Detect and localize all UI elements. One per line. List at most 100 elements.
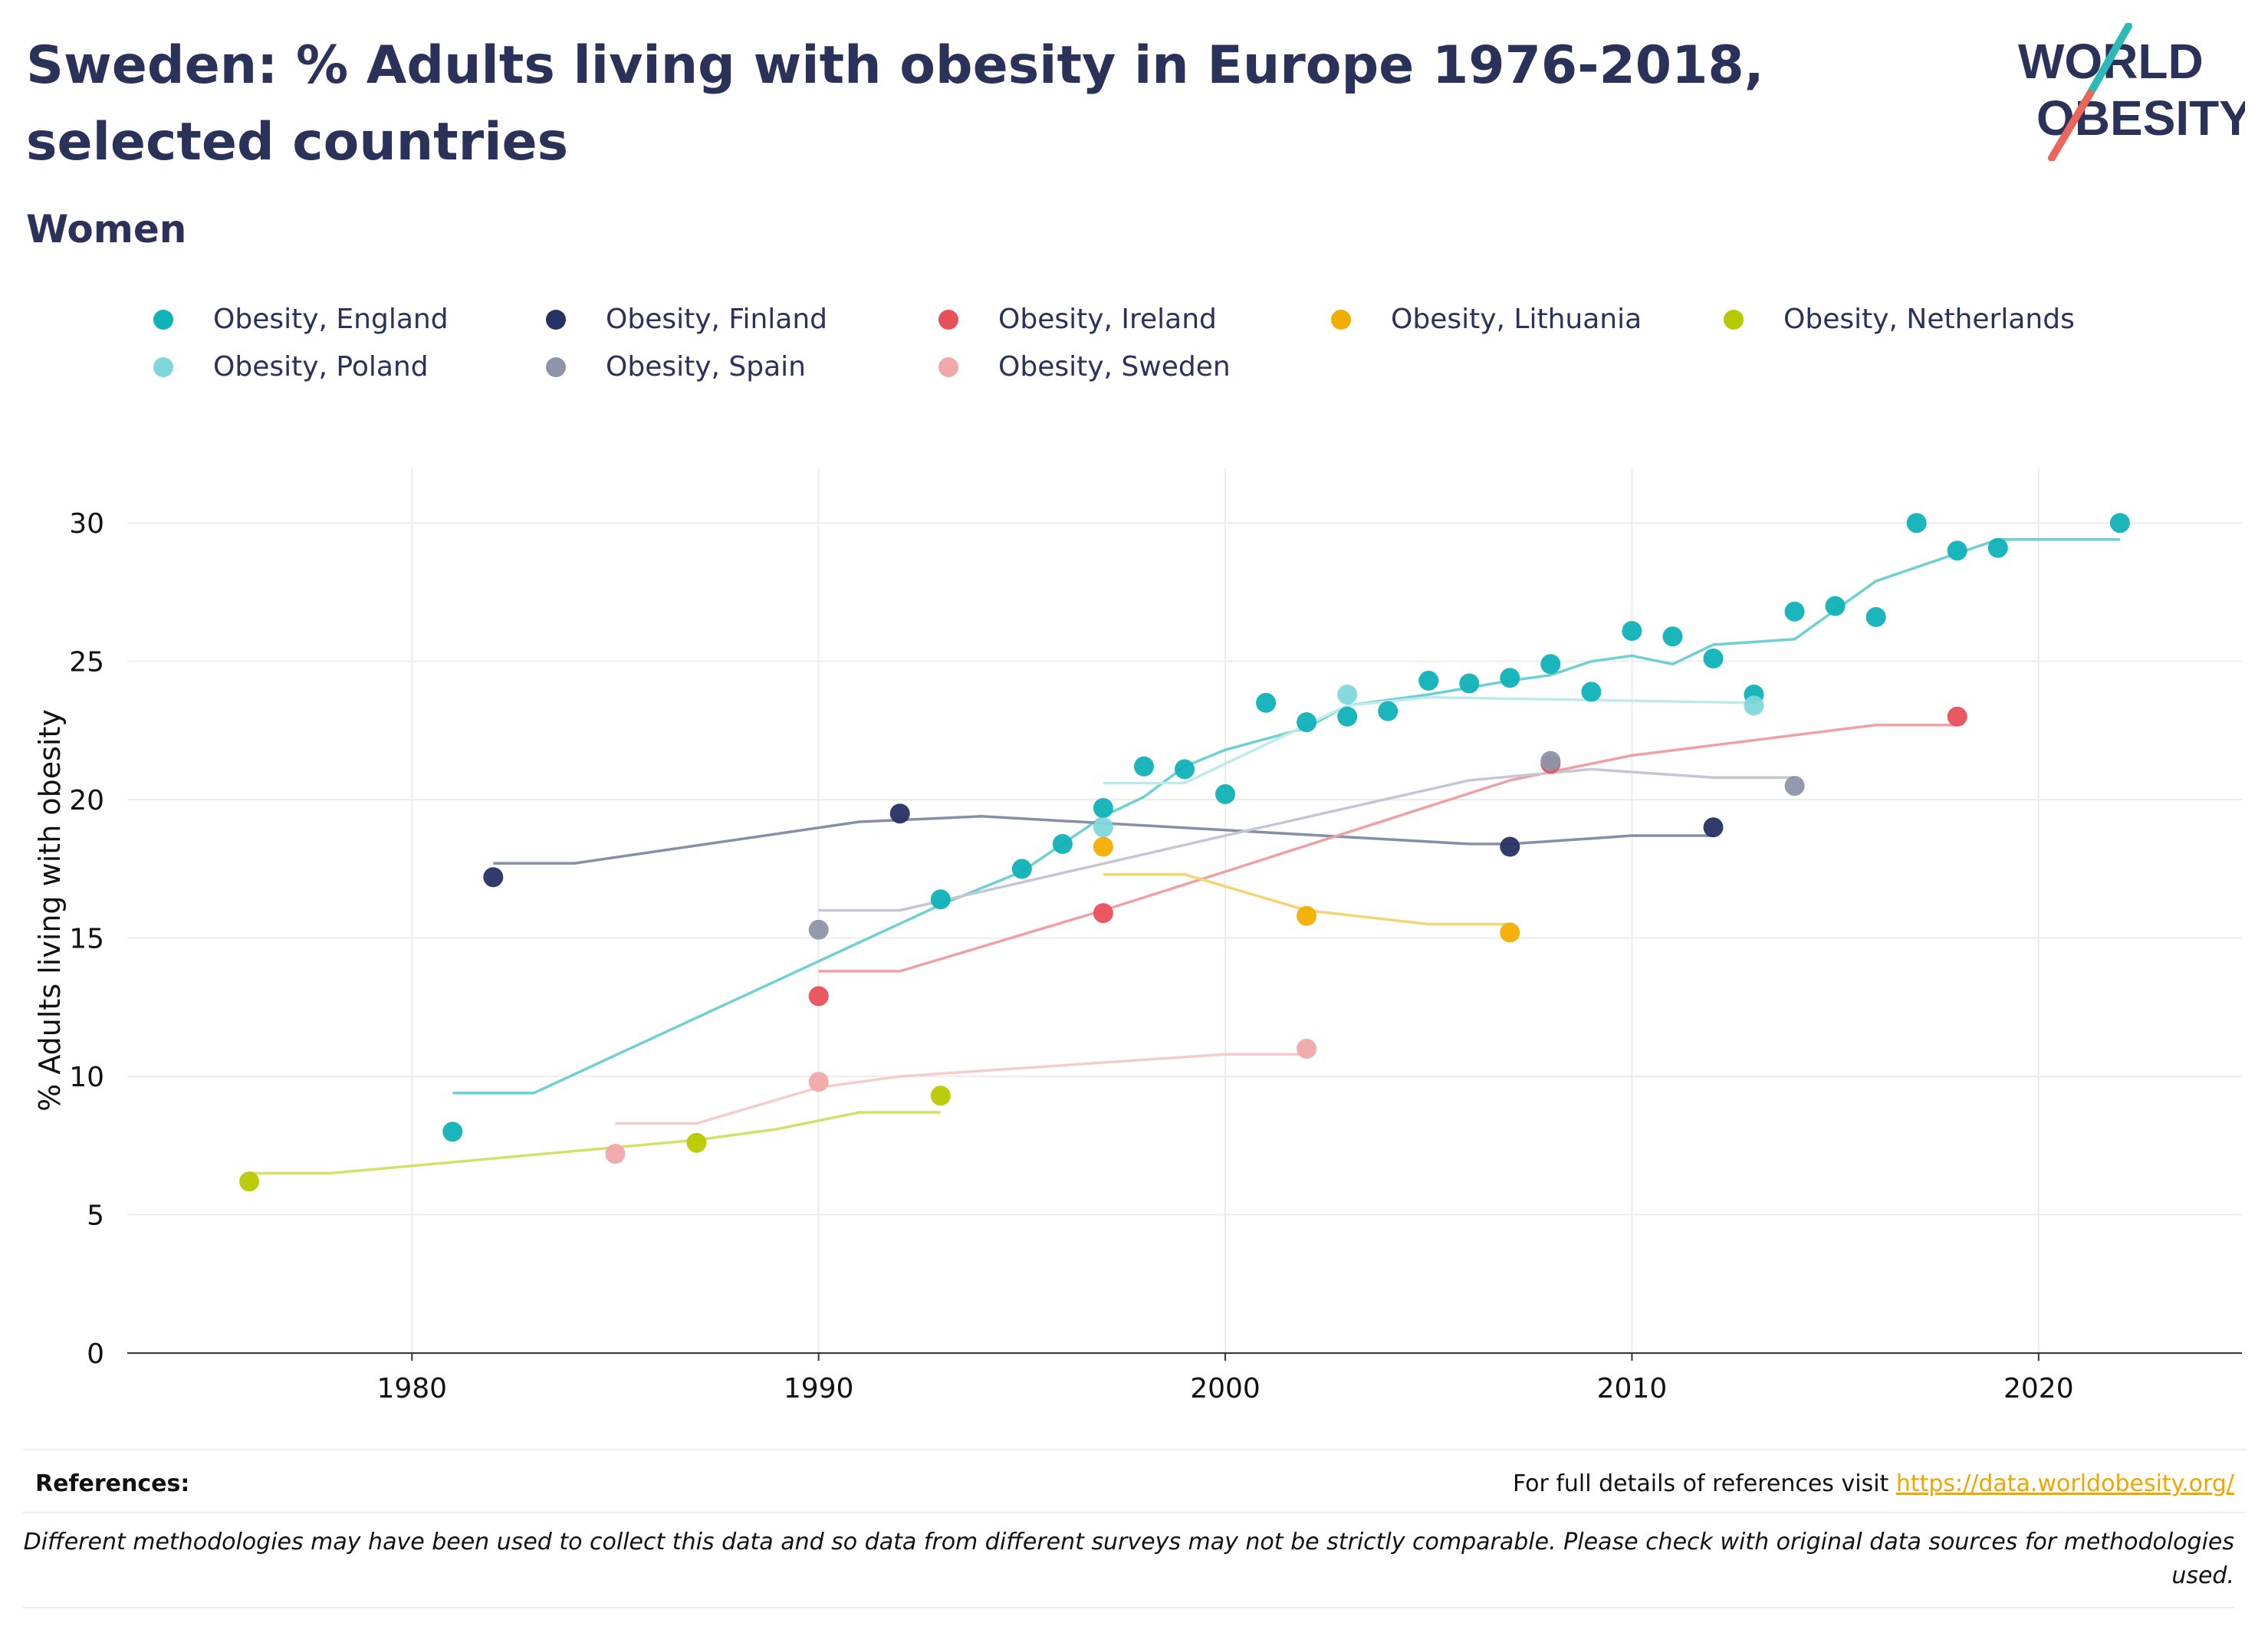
data-point-obesity-lithuania bbox=[1500, 922, 1520, 943]
legend-dot bbox=[546, 356, 566, 377]
data-point-obesity-england bbox=[442, 1122, 463, 1142]
data-point-obesity-netherlands bbox=[686, 1132, 707, 1153]
legend-label: Obesity, Lithuania bbox=[1391, 304, 1642, 335]
references-prefix: For full details of references visit bbox=[1512, 1470, 1896, 1497]
data-point-obesity-england bbox=[1418, 670, 1439, 691]
legend-dot bbox=[938, 356, 958, 377]
y-axis-label: % Adults living with obesity bbox=[33, 709, 67, 1112]
trend-line-obesity-poland bbox=[1103, 695, 1754, 785]
legend-item-obesity-netherlands[interactable]: Obesity, Netherlands bbox=[1724, 304, 2075, 335]
data-point-obesity-lithuania bbox=[1093, 836, 1113, 857]
legend-label: Obesity, England bbox=[213, 304, 449, 335]
data-point-obesity-england bbox=[1947, 540, 1967, 561]
data-point-obesity-england bbox=[1906, 513, 1927, 534]
logo-slash-bottom bbox=[2048, 90, 2094, 161]
data-point-obesity-spain bbox=[1540, 751, 1561, 771]
data-point-obesity-ireland bbox=[1947, 706, 1967, 727]
data-point-obesity-ireland bbox=[1093, 903, 1113, 924]
y-tick-label: 25 bbox=[69, 647, 104, 678]
data-point-obesity-england bbox=[1134, 756, 1154, 777]
data-point-obesity-england bbox=[1865, 606, 1886, 627]
data-point-obesity-england bbox=[1987, 537, 2008, 558]
y-tick-label: 20 bbox=[69, 785, 104, 816]
data-point-obesity-england bbox=[1378, 701, 1399, 721]
trend-line-obesity-ireland bbox=[818, 723, 1957, 973]
world-obesity-logo: WORLD OBESITY bbox=[2018, 23, 2245, 161]
legend-dot bbox=[153, 309, 173, 330]
data-point-obesity-england bbox=[1093, 798, 1113, 818]
data-point-obesity-finland bbox=[1500, 836, 1520, 857]
legend-label: Obesity, Sweden bbox=[998, 351, 1231, 383]
legend-label: Obesity, Ireland bbox=[998, 304, 1217, 335]
legend-dot bbox=[546, 309, 566, 330]
data-point-obesity-sweden bbox=[1297, 1039, 1317, 1059]
data-point-obesity-england bbox=[930, 889, 951, 910]
data-point-obesity-netherlands bbox=[930, 1086, 951, 1106]
x-tick-label: 1980 bbox=[376, 1373, 447, 1404]
data-point-obesity-finland bbox=[483, 867, 504, 888]
data-point-obesity-england bbox=[1215, 783, 1235, 804]
legend-label: Obesity, Netherlands bbox=[1783, 304, 2075, 335]
data-point-obesity-finland bbox=[1703, 817, 1724, 838]
legend-label: Obesity, Spain bbox=[606, 351, 806, 383]
data-point-obesity-sweden bbox=[605, 1144, 626, 1164]
data-point-obesity-spain bbox=[808, 919, 829, 940]
x-tick-label: 2000 bbox=[1190, 1373, 1261, 1404]
data-point-obesity-england bbox=[1622, 621, 1642, 641]
data-point-obesity-england bbox=[1825, 596, 1846, 616]
y-tick-label: 10 bbox=[69, 1062, 104, 1093]
y-tick-label: 30 bbox=[69, 508, 104, 540]
data-point-obesity-england bbox=[1662, 626, 1683, 647]
data-point-obesity-england bbox=[1175, 759, 1195, 780]
data-point-obesity-netherlands bbox=[239, 1171, 260, 1192]
legend-item-obesity-finland[interactable]: Obesity, Finland bbox=[546, 304, 827, 335]
obesity-scatter-chart: 1980 1990 2000 2010 2020 0 5 10 15 20 25 30 % Adults… bbox=[33, 468, 2242, 1404]
data-point-obesity-sweden bbox=[808, 1072, 829, 1092]
data-point-obesity-england bbox=[1540, 654, 1561, 675]
trend-line-obesity-sweden bbox=[615, 1053, 1307, 1125]
references-bar: References: For full details of referenc… bbox=[23, 1449, 2247, 1513]
data-point-obesity-england bbox=[1297, 712, 1317, 733]
y-tick-label: 5 bbox=[87, 1201, 104, 1232]
data-point-obesity-england bbox=[1784, 601, 1805, 622]
data-point-obesity-england bbox=[1011, 859, 1032, 879]
legend-label: Obesity, Finland bbox=[606, 304, 828, 335]
legend-item-obesity-england[interactable]: Obesity, England bbox=[153, 304, 449, 335]
data-point-obesity-poland bbox=[1744, 695, 1764, 716]
data-point-obesity-england bbox=[2109, 513, 2130, 534]
chart-subtitle: Women bbox=[26, 207, 187, 251]
legend-dot bbox=[938, 309, 958, 330]
data-point-obesity-poland bbox=[1337, 685, 1358, 705]
data-point-obesity-england bbox=[1581, 682, 1602, 702]
trend-line-obesity-netherlands bbox=[249, 1111, 941, 1175]
legend-item-obesity-sweden[interactable]: Obesity, Sweden bbox=[938, 351, 1231, 383]
references-text: For full details of references visit htt… bbox=[1513, 1470, 2234, 1497]
chart-title: Sweden: % Adults living with obesity in … bbox=[26, 35, 1764, 172]
data-point-obesity-poland bbox=[1093, 817, 1113, 838]
references-label: References: bbox=[35, 1470, 190, 1497]
x-tick-label: 1990 bbox=[784, 1373, 854, 1404]
legend-label: Obesity, Poland bbox=[213, 351, 429, 383]
trend-line-obesity-spain bbox=[818, 767, 1795, 912]
legend-item-obesity-poland[interactable]: Obesity, Poland bbox=[153, 351, 429, 383]
trend-line-obesity-finland bbox=[493, 815, 1714, 865]
data-point-obesity-england bbox=[1337, 706, 1358, 727]
legend-dot bbox=[153, 356, 173, 377]
trend-line-obesity-england bbox=[452, 538, 2120, 1095]
data-point-obesity-england bbox=[1459, 673, 1480, 694]
data-point-obesity-england bbox=[1703, 649, 1724, 668]
data-point-obesity-finland bbox=[889, 803, 910, 824]
y-tick-label: 15 bbox=[69, 924, 104, 955]
legend-item-obesity-spain[interactable]: Obesity, Spain bbox=[546, 351, 806, 383]
y-tick-label: 0 bbox=[87, 1339, 104, 1370]
data-point-obesity-england bbox=[1500, 668, 1520, 688]
logo-slash-top bbox=[2086, 23, 2132, 97]
data-point-obesity-lithuania bbox=[1297, 905, 1317, 926]
legend-dot bbox=[1724, 309, 1744, 330]
x-tick-label: 2020 bbox=[2003, 1373, 2074, 1404]
legend-item-obesity-ireland[interactable]: Obesity, Ireland bbox=[938, 304, 1217, 335]
references-link[interactable]: https://data.worldobesity.org/ bbox=[1895, 1470, 2234, 1497]
data-point-obesity-spain bbox=[1784, 776, 1805, 797]
legend-item-obesity-lithuania[interactable]: Obesity, Lithuania bbox=[1331, 304, 1642, 335]
data-point-obesity-england bbox=[1256, 692, 1277, 713]
